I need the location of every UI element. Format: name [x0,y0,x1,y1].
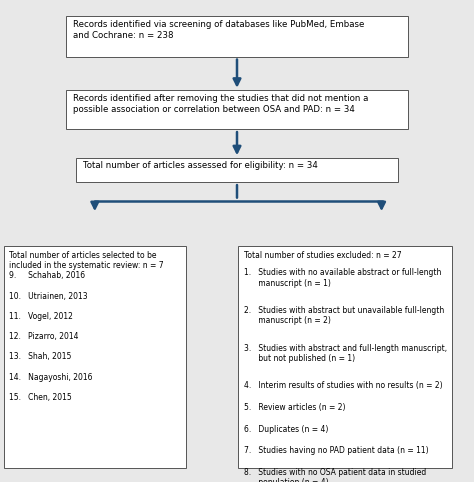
FancyBboxPatch shape [76,158,398,182]
Text: 11.   Vogel, 2012: 11. Vogel, 2012 [9,312,73,321]
Text: Records identified via screening of databases like PubMed, Embase
and Cochrane: : Records identified via screening of data… [73,20,365,40]
Text: Total number of articles assessed for eligibility: n = 34: Total number of articles assessed for el… [83,161,318,171]
Text: 13.   Shah, 2015: 13. Shah, 2015 [9,352,72,362]
FancyBboxPatch shape [3,246,186,468]
Text: Total number of studies excluded: n = 27: Total number of studies excluded: n = 27 [244,251,402,260]
Text: 1.   Studies with no available abstract or full-length
      manuscript (n = 1): 1. Studies with no available abstract or… [244,268,441,288]
Text: 5.   Review articles (n = 2): 5. Review articles (n = 2) [244,403,346,412]
Text: Total number of articles selected to be
included in the systematic review: n = 7: Total number of articles selected to be … [9,251,164,270]
Text: 2.   Studies with abstract but unavailable full-length
      manuscript (n = 2): 2. Studies with abstract but unavailable… [244,306,444,325]
Text: 10.   Utriainen, 2013: 10. Utriainen, 2013 [9,292,88,301]
Text: 7.   Studies having no PAD patient data (n = 11): 7. Studies having no PAD patient data (n… [244,446,429,455]
Text: 14.   Nagayoshi, 2016: 14. Nagayoshi, 2016 [9,373,93,382]
FancyBboxPatch shape [66,16,408,56]
Text: 12.   Pizarro, 2014: 12. Pizarro, 2014 [9,332,79,341]
Text: 3.   Studies with abstract and full-length manuscript,
      but not published (: 3. Studies with abstract and full-length… [244,344,447,363]
FancyBboxPatch shape [66,90,408,129]
Text: 9.     Schahab, 2016: 9. Schahab, 2016 [9,271,85,281]
Text: 6.   Duplicates (n = 4): 6. Duplicates (n = 4) [244,425,328,434]
Text: 8.   Studies with no OSA patient data in studied
      population (n = 4).: 8. Studies with no OSA patient data in s… [244,468,426,482]
FancyBboxPatch shape [238,246,452,468]
Text: Records identified after removing the studies that did not mention a
possible as: Records identified after removing the st… [73,94,369,114]
Text: 4.   Interim results of studies with no results (n = 2): 4. Interim results of studies with no re… [244,381,443,390]
Text: 15.   Chen, 2015: 15. Chen, 2015 [9,393,72,402]
